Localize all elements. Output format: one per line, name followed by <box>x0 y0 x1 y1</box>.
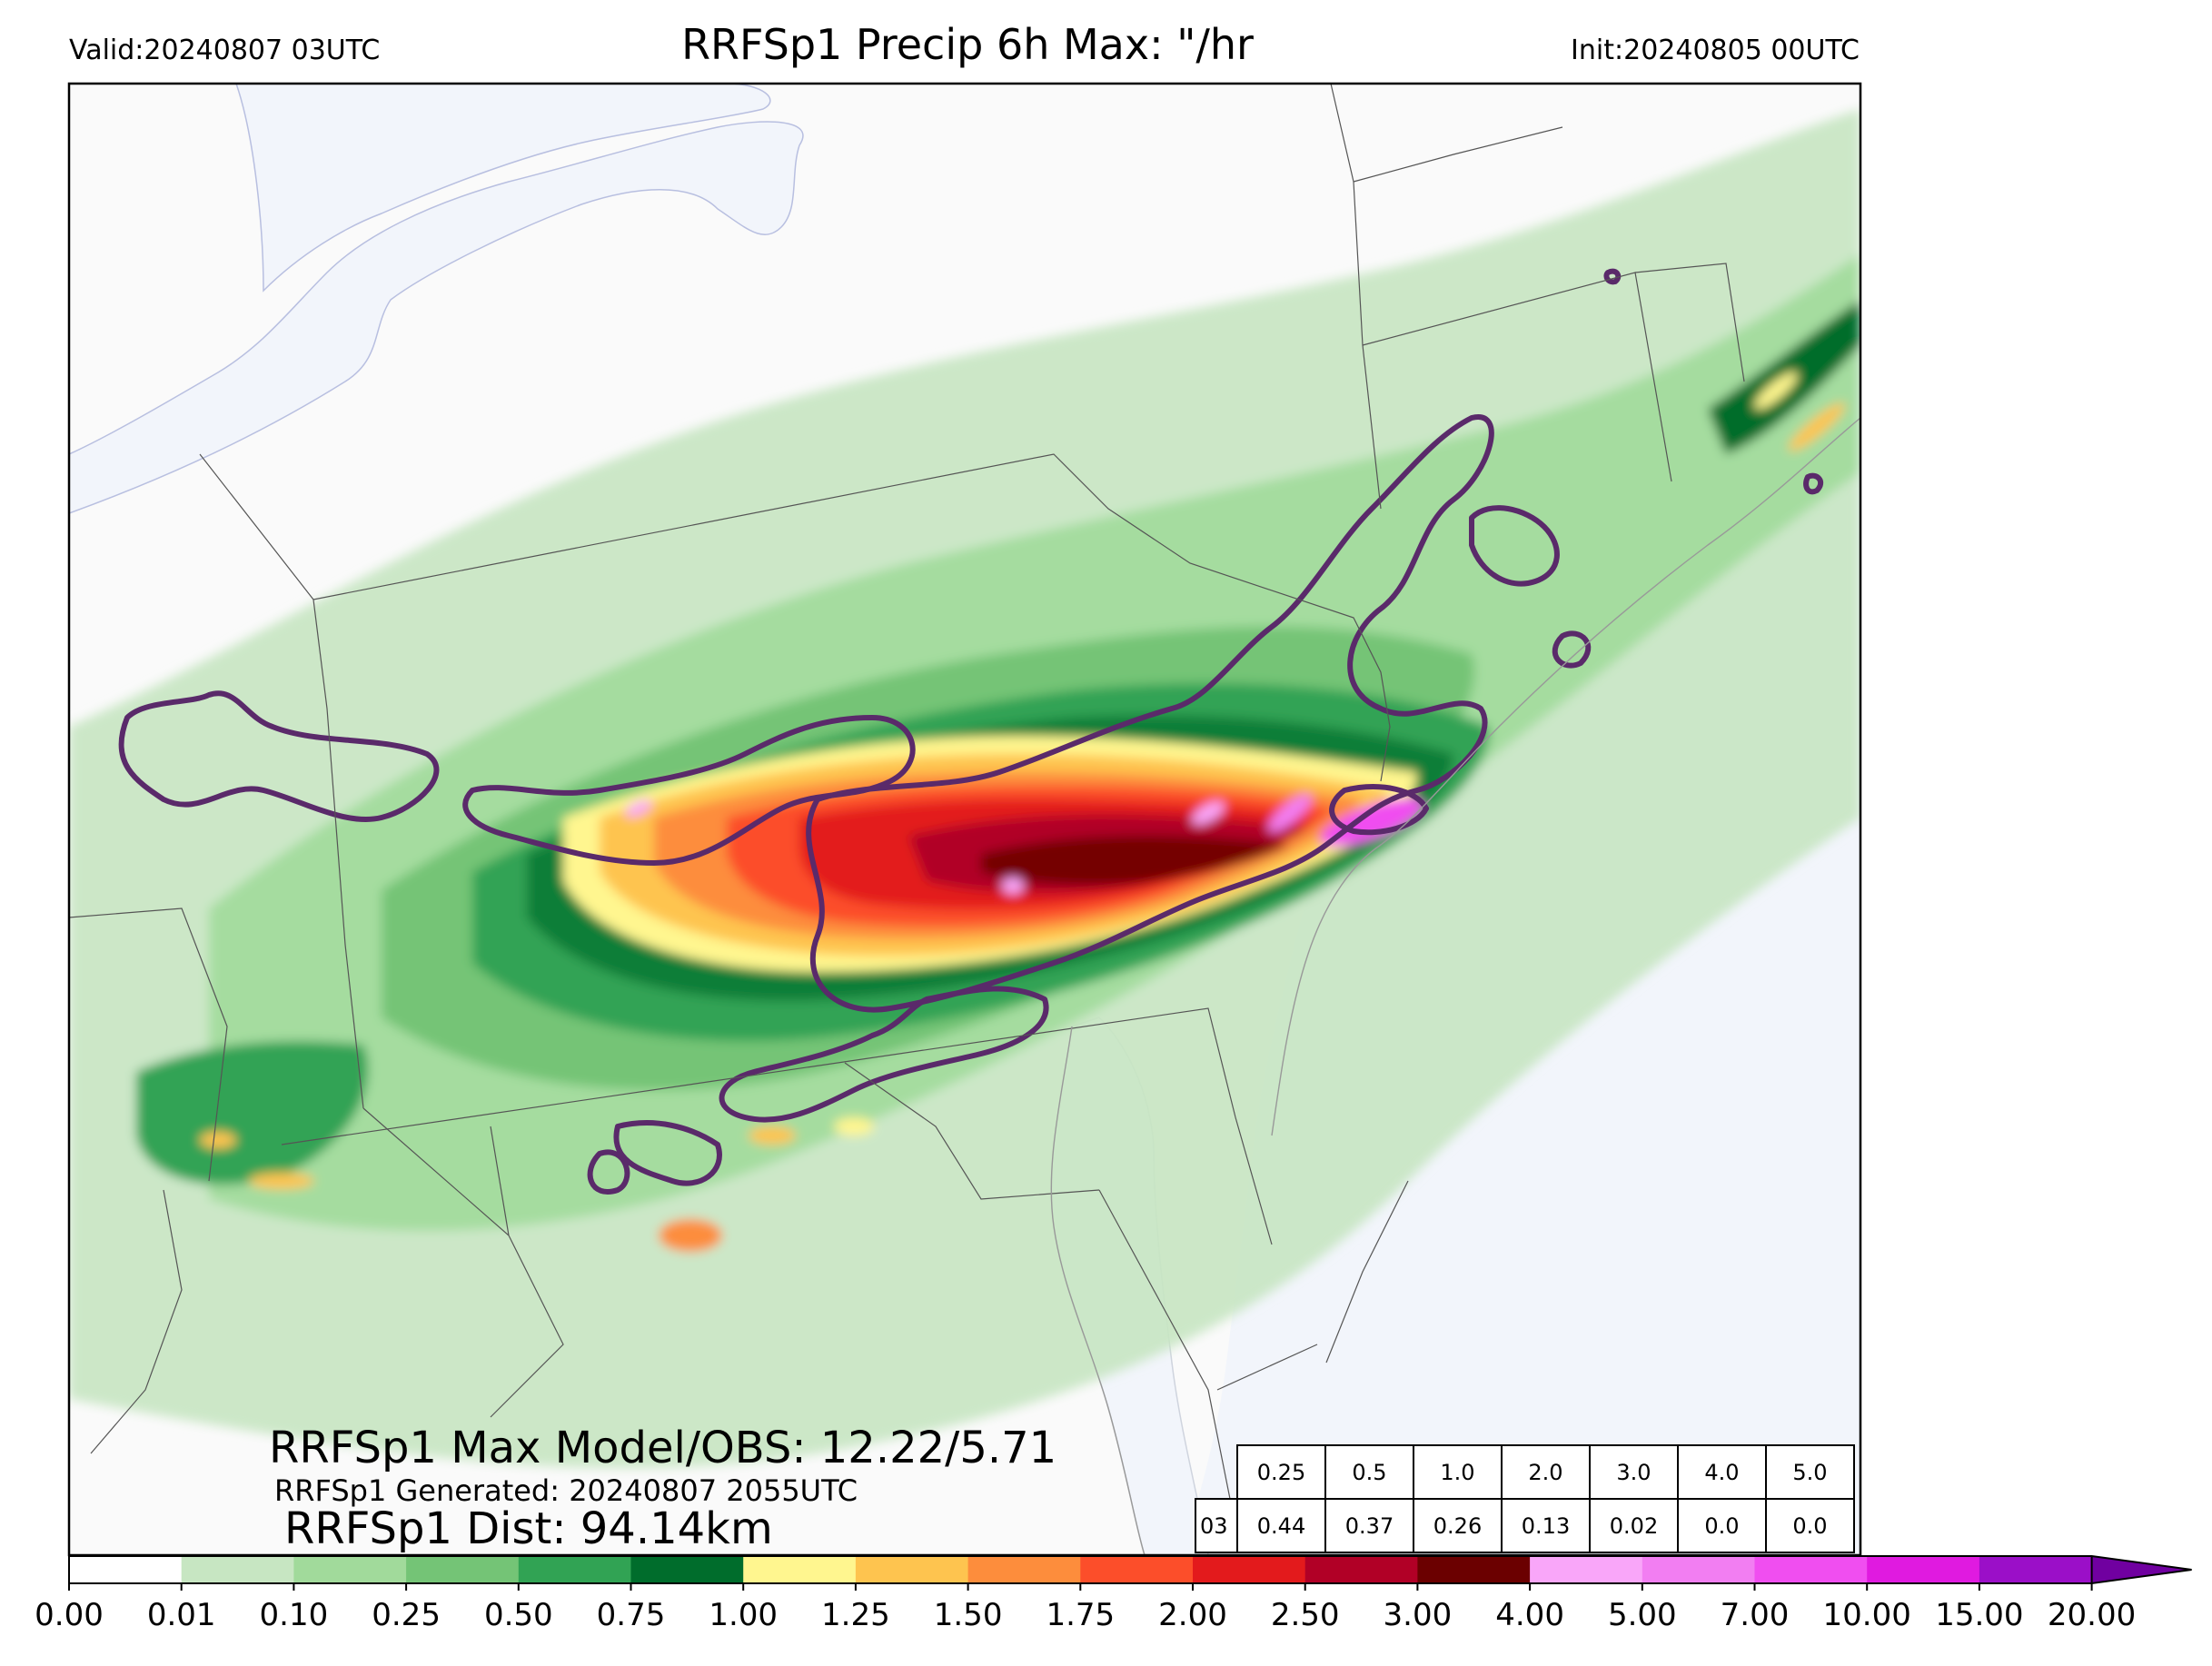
generated-label: RRFSp1 Generated: 20240807 2055UTC <box>274 1473 858 1508</box>
colorbar-swatch <box>1417 1556 1531 1583</box>
colorbar-tick-label: 1.50 <box>933 1597 1003 1633</box>
colorbar-tick-label: 0.10 <box>259 1597 329 1633</box>
max-model-obs-label: RRFSp1 Max Model/OBS: 12.22/5.71 <box>269 1423 1057 1473</box>
threshold-cell: 3.0 <box>1589 1444 1679 1500</box>
coastlines <box>1050 417 1860 1555</box>
threshold-cell: 1.0 <box>1413 1444 1503 1500</box>
colorbar-tick-label: 7.00 <box>1720 1597 1790 1633</box>
colorbar-tick-label: 3.00 <box>1383 1597 1453 1633</box>
colorbar-swatch <box>1642 1556 1755 1583</box>
colorbar-tick-label: 1.00 <box>709 1597 779 1633</box>
stats-table: 0.25 0.5 1.0 2.0 3.0 4.0 5.0 03 0.44 0.3… <box>1195 1444 1855 1553</box>
value-cell: 0.37 <box>1324 1498 1414 1553</box>
state-boundaries <box>69 84 1745 1527</box>
colorbar-swatch <box>630 1556 744 1583</box>
colorbar-swatch <box>518 1556 631 1583</box>
colorbar-swatch <box>406 1556 520 1583</box>
lake-erie <box>69 121 804 514</box>
colorbar-swatch <box>1530 1556 1643 1583</box>
lake-ontario <box>235 84 771 293</box>
colorbar-swatch <box>967 1556 1081 1583</box>
colorbar-swatch <box>1304 1556 1418 1583</box>
threshold-cell: 5.0 <box>1765 1444 1855 1500</box>
colorbar-tick-label: 0.25 <box>372 1597 441 1633</box>
colorbar-tick-label: 1.25 <box>821 1597 890 1633</box>
colorbar-tick-label: 0.01 <box>146 1597 216 1633</box>
colorbar-tick-label: 2.50 <box>1270 1597 1340 1633</box>
obs-contours <box>118 268 1824 1195</box>
threshold-cell: 2.0 <box>1501 1444 1591 1500</box>
value-cell: 0.0 <box>1765 1498 1855 1553</box>
dist-label: RRFSp1 Dist: 94.14km <box>284 1503 773 1554</box>
value-cell: 0.0 <box>1677 1498 1767 1553</box>
colorbar-swatch <box>1867 1556 1980 1583</box>
colorbar-tick-label: 0.50 <box>483 1597 553 1633</box>
value-cell: 0.26 <box>1413 1498 1503 1553</box>
colorbar-tick-label: 10.00 <box>1822 1597 1911 1633</box>
colorbar <box>68 1554 2192 1591</box>
colorbar-swatch <box>1979 1556 2093 1583</box>
colorbar-tick-label: 4.00 <box>1495 1597 1564 1633</box>
colorbar-tick-label: 15.00 <box>1935 1597 2024 1633</box>
colorbar-tick-label: 0.75 <box>596 1597 666 1633</box>
colorbar-swatch <box>293 1556 407 1583</box>
colorbar-swatch <box>743 1556 857 1583</box>
colorbar-ticks: 0.00 0.01 0.10 0.25 0.50 0.75 1.00 1.25 1.50 1.75… <box>0 1597 2212 1642</box>
stats-threshold-row: 0.25 0.5 1.0 2.0 3.0 4.0 5.0 <box>1195 1444 1855 1500</box>
valid-time: Valid:20240807 03UTC <box>69 35 381 66</box>
colorbar-tick-label: 2.00 <box>1158 1597 1227 1633</box>
header: Valid:20240807 03UTC RRFSp1 Precip 6h Ma… <box>0 0 2212 82</box>
colorbar-swatch <box>69 1556 183 1583</box>
colorbar-swatch <box>1193 1556 1306 1583</box>
colorbar-swatch <box>1080 1556 1194 1583</box>
colorbar-swatch <box>1754 1556 1868 1583</box>
stats-value-row: 03 0.44 0.37 0.26 0.13 0.02 0.0 0.0 <box>1195 1498 1855 1553</box>
threshold-cell: 0.5 <box>1324 1444 1414 1500</box>
value-cell: 0.13 <box>1501 1498 1591 1553</box>
colorbar-tick-label: 0.00 <box>35 1597 104 1633</box>
value-cell: 0.02 <box>1589 1498 1679 1553</box>
threshold-cell: 4.0 <box>1677 1444 1767 1500</box>
threshold-cell: 0.25 <box>1236 1444 1326 1500</box>
map-title: RRFSp1 Precip 6h Max: "/hr <box>681 20 1254 69</box>
row-label-cell: 03 <box>1195 1498 1238 1553</box>
colorbar-extend-arrow <box>2090 1554 2192 1585</box>
colorbar-swatch <box>855 1556 969 1583</box>
colorbar-tick-label: 20.00 <box>2047 1597 2137 1633</box>
colorbar-tick-label: 1.75 <box>1046 1597 1116 1633</box>
precip-field <box>69 109 1860 1469</box>
stats-corner <box>1195 1445 1237 1499</box>
colorbar-swatch <box>181 1556 294 1583</box>
init-time: Init:20240805 00UTC <box>1571 35 1860 66</box>
colorbar-tick-label: 5.00 <box>1607 1597 1677 1633</box>
value-cell: 0.44 <box>1236 1498 1326 1553</box>
